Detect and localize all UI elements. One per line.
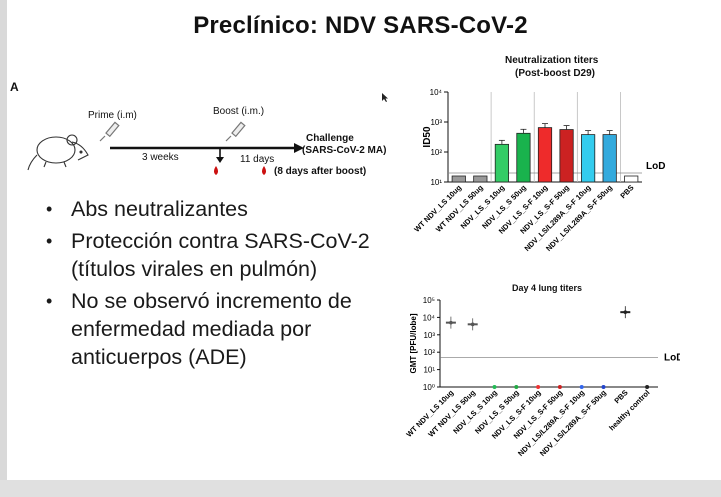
bullet-item: Protección contra SARS-CoV-2 (títulos vi… [46, 227, 391, 283]
data-point [579, 385, 584, 389]
blood-drop-icon [214, 166, 218, 175]
window-left-edge [0, 0, 7, 497]
timeline-after-boost-label: (8 days after boost) [274, 166, 367, 177]
data-point [601, 385, 606, 389]
data-point [514, 385, 519, 389]
syringe-icon [99, 121, 120, 142]
y-axis-label: ID50 [422, 126, 433, 148]
mouse-cursor-icon [382, 93, 388, 102]
data-point [645, 385, 650, 389]
chart2-title: Day 4 lung titers [512, 283, 583, 293]
bar [537, 127, 553, 183]
syringe-icon [225, 121, 246, 142]
bullet-item: No se observó incremento de enfermedad m… [46, 287, 391, 371]
slide-title: Preclínico: NDV SARS-CoV-2 [193, 12, 528, 39]
y-tick-label: 10⁰ [423, 383, 435, 392]
chart1-subtitle: (Post-boost D29) [515, 68, 595, 79]
y-tick-label: 10³ [430, 118, 442, 127]
bar [602, 134, 617, 183]
bar [473, 175, 488, 183]
data-point [470, 322, 475, 327]
data-point [623, 310, 628, 314]
panel-label: A [10, 80, 19, 94]
y-tick-label: 10⁴ [423, 313, 436, 322]
timeline-prime-label: Prime (i.m) [88, 110, 137, 121]
data-point [557, 385, 562, 389]
data-point [449, 320, 453, 325]
timeline-boost-label: Boost (i.m.) [213, 106, 265, 117]
bar [559, 129, 574, 183]
bar [624, 175, 639, 183]
y-tick-label: 10² [430, 148, 442, 157]
timeline-challenge-virus-label: (SARS-CoV-2 MA) [302, 145, 387, 156]
y-tick-label: 10⁵ [423, 296, 435, 305]
y-tick-label: 10¹ [423, 366, 435, 375]
y-tick-label: 10³ [423, 331, 435, 340]
timeline-weeks-label: 3 weeks [142, 152, 179, 163]
bullet-list: Abs neutralizantes Protección contra SAR… [46, 195, 391, 375]
data-point [536, 385, 541, 389]
bullet-item: Abs neutralizantes [46, 195, 391, 223]
y-tick-label: 10² [423, 348, 435, 357]
category-label: PBS [612, 388, 629, 405]
chart1-title: Neutralization titers [505, 55, 599, 66]
window-bottom-edge [0, 480, 721, 497]
timeline-days-label: 11 days [240, 154, 275, 165]
lod-label: LoD [646, 161, 665, 172]
y-tick-label: 10¹ [430, 178, 442, 187]
mouse-icon [27, 134, 89, 171]
category-label: PBS [618, 183, 635, 200]
lod-label: LoD [664, 352, 680, 363]
blood-drop-icon [262, 166, 266, 175]
y-tick-label: 10⁴ [430, 88, 443, 97]
bar [451, 175, 466, 183]
timeline-challenge-label: Challenge [306, 133, 354, 144]
bar [581, 134, 596, 183]
data-point [492, 385, 497, 389]
y-axis-label: GMT [PFU/lobe] [409, 313, 418, 373]
timeline-diagram [27, 121, 304, 175]
bar [516, 132, 531, 183]
bar [494, 143, 509, 183]
